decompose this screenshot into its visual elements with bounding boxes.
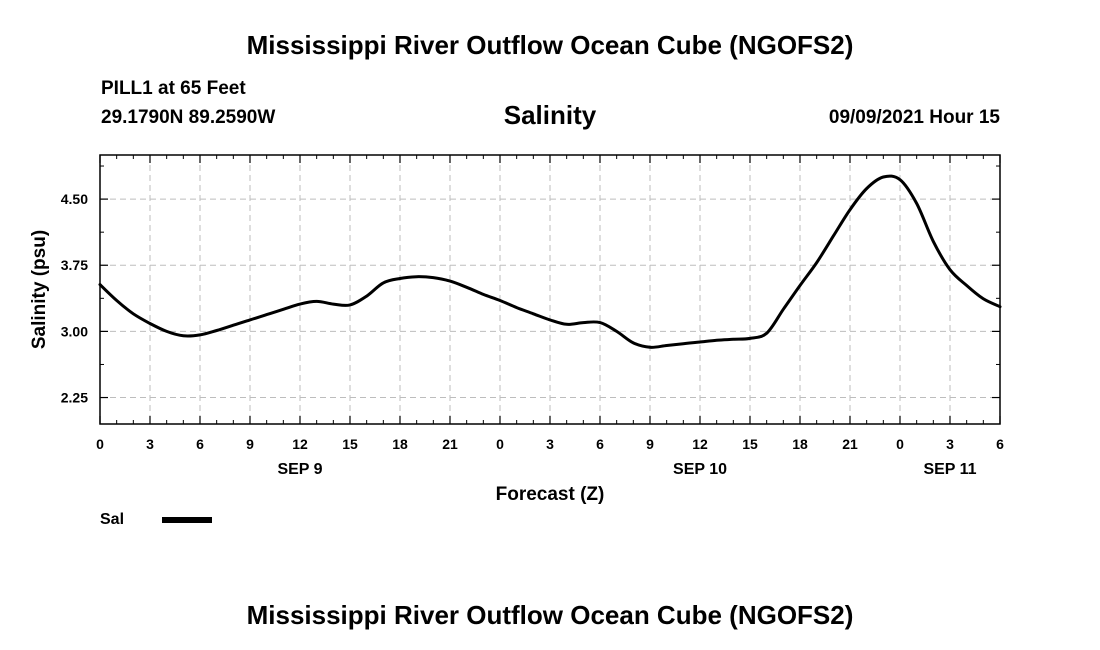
x-tick-label: 0 [496, 436, 504, 452]
date-label: SEP 10 [673, 461, 727, 478]
x-axis-title: Forecast (Z) [496, 484, 605, 505]
salinity-chart: 0 3 6 9 12 15 18 21 0 3 6 9 12 15 18 21 0 3 6 2.25 3.00 3.75 4… [29, 154, 1004, 505]
date-label: SEP 9 [277, 461, 322, 478]
x-tick-label: 15 [342, 436, 358, 452]
station-label: PILL1 at 65 Feet [101, 78, 246, 99]
x-tick-label: 18 [392, 436, 408, 452]
x-tick-label: 0 [96, 436, 104, 452]
y-axis-title: Salinity (psu) [29, 230, 50, 349]
x-tick-label: 3 [146, 436, 154, 452]
series-line-sal [98, 174, 1002, 349]
y-tick-label: 3.00 [61, 323, 88, 339]
axis-label-layer: 0 3 6 9 12 15 18 21 0 3 6 9 12 15 18 21 0 3 6 2.25 3.00 3.75 4… [61, 191, 1004, 478]
x-tick-label: 9 [646, 436, 654, 452]
x-tick-label: 18 [792, 436, 808, 452]
x-tick-label: 9 [246, 436, 254, 452]
legend-line-swatch [162, 517, 212, 523]
x-tick-label: 15 [742, 436, 758, 452]
x-tick-label: 3 [946, 436, 954, 452]
x-tick-label: 12 [292, 436, 308, 452]
chart-main-title: Mississippi River Outflow Ocean Cube (NG… [246, 30, 854, 60]
x-tick-label: 6 [996, 436, 1004, 452]
variable-title: Salinity [503, 100, 597, 130]
x-tick-label: 6 [596, 436, 604, 452]
x-tick-label: 3 [546, 436, 554, 452]
station-coordinates: 29.1790N 89.2590W [101, 107, 276, 128]
x-tick-label: 0 [896, 436, 904, 452]
x-tick-label: 12 [692, 436, 708, 452]
legend-label: Sal [100, 511, 125, 528]
x-tick-label: 21 [842, 436, 858, 452]
plot-frame [99, 154, 1001, 425]
x-tick-label: 6 [196, 436, 204, 452]
chart-footer-title: Mississippi River Outflow Ocean Cube (NG… [246, 600, 854, 630]
date-label: SEP 11 [923, 461, 976, 478]
y-tick-label: 3.75 [61, 257, 88, 273]
y-tick-label: 2.25 [61, 390, 88, 406]
forecast-timestamp: 09/09/2021 Hour 15 [828, 107, 1000, 128]
y-tick-label: 4.50 [61, 191, 88, 207]
grid-layer [100, 155, 1000, 424]
x-tick-label: 21 [442, 436, 458, 452]
